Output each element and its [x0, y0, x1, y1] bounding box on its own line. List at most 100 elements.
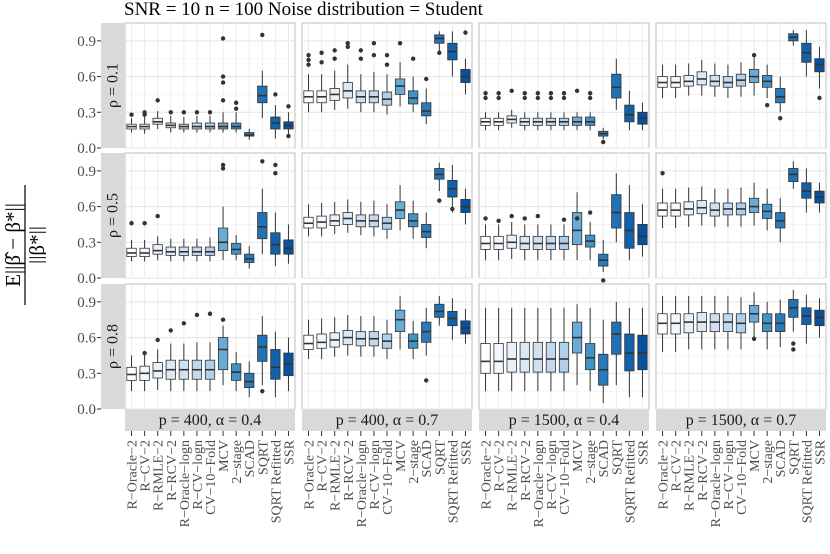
outlier-point: [791, 341, 796, 346]
x-tick-label: R−RMLE−2: [329, 440, 344, 511]
box-10: [611, 194, 622, 229]
x-tick-label: MCV: [748, 440, 763, 472]
outlier-point: [384, 52, 390, 58]
outlier-point: [817, 95, 822, 101]
outlier-point: [260, 159, 265, 164]
outlier-point: [535, 91, 541, 96]
outlier-point: [220, 317, 226, 322]
panel-r0-c2: [478, 22, 650, 149]
col-strip-1: [302, 407, 472, 431]
outlier-point: [509, 88, 514, 94]
y-tick-label: 0.0: [77, 271, 96, 287]
outlier-point: [306, 57, 311, 63]
x-tick-label: 2−stage: [761, 440, 776, 484]
box-12: [637, 224, 648, 246]
x-tick-label: SSR: [459, 439, 474, 465]
x-tick-label: SQRT: [433, 440, 448, 475]
y-tick-label: 0.9: [77, 295, 96, 311]
outlier-point: [306, 62, 311, 67]
box-7: [394, 309, 406, 333]
outlier-point: [561, 217, 567, 222]
box-1: [316, 333, 327, 349]
x-tick-label: SCAD: [597, 440, 612, 477]
outlier-point: [496, 91, 501, 96]
box-2: [506, 341, 517, 373]
box-0: [303, 334, 314, 350]
x-tick-label: R−CV−2: [670, 440, 685, 492]
panel-r2-c3: [655, 283, 827, 410]
x-tick-label: 2−stage: [584, 440, 599, 484]
outlier-point: [142, 221, 147, 226]
outlier-point: [424, 378, 429, 383]
x-tick-label: R−CV−2: [139, 440, 154, 492]
x-tick-label: MCV: [217, 440, 232, 472]
y-tick-label: 0.3: [77, 235, 96, 251]
panel-r0-c0: [124, 22, 296, 149]
x-tick-label: SCAD: [420, 440, 435, 477]
x-tick-label: SQRT Refitted: [446, 440, 461, 523]
outlier-point: [286, 133, 291, 139]
y-tick-label: 0.9: [77, 164, 96, 180]
chart-title: SNR = 10 n = 100 Noise distribution = St…: [124, 0, 483, 20]
x-tick-label: R−RCV−2: [696, 440, 711, 501]
box-10: [257, 212, 268, 240]
box-9: [775, 88, 786, 104]
panel-r2-c2: [478, 278, 650, 410]
x-tick-label: CV−10−Fold: [735, 440, 750, 515]
outlier-point: [155, 98, 160, 103]
outlier-point: [220, 36, 226, 41]
outlier-point: [260, 32, 265, 38]
panel-r0-c1: [301, 22, 473, 149]
col-strip-2: [479, 407, 649, 431]
outlier-point: [751, 336, 757, 341]
x-tick-label: R−RMLE−2: [683, 440, 698, 511]
x-tick-label: CV−10−Fold: [558, 440, 573, 515]
box-5: [545, 341, 557, 373]
x-tick-label: R−Oracle−logn: [178, 440, 193, 527]
col-strip-label-2: p = 1500, α = 0.4: [509, 412, 619, 429]
outlier-point: [332, 56, 337, 61]
x-tick-label: R−Oracle−2: [126, 440, 141, 509]
outlier-point: [437, 198, 442, 203]
outlier-point: [483, 216, 488, 221]
col-strip-label-1: p = 400, α = 0.7: [336, 412, 438, 429]
box-10: [257, 85, 268, 104]
x-tick-label: SSR: [282, 439, 297, 465]
outlier-point: [574, 216, 580, 221]
outlier-point: [129, 112, 134, 117]
panel-r0-c3: [655, 22, 827, 149]
y-tick-label: 0.3: [77, 105, 96, 121]
outlier-point: [273, 92, 278, 97]
outlier-point: [155, 337, 160, 343]
box-10: [611, 321, 622, 355]
panel-r1-c0: [124, 152, 296, 279]
outlier-point: [561, 91, 567, 96]
outlier-point: [791, 347, 796, 352]
box-7: [217, 337, 229, 371]
x-tick-label: SQRT Refitted: [800, 440, 815, 523]
box-6: [558, 341, 570, 373]
outlier-point: [168, 328, 173, 333]
outlier-point: [424, 76, 429, 82]
x-tick-label: R−CV−2: [493, 440, 508, 492]
y-tick-label: 0.0: [77, 402, 96, 418]
x-tick-label: R−CV−logn: [368, 440, 383, 509]
outlier-point: [463, 30, 468, 35]
x-tick-label: CV−10−Fold: [381, 440, 396, 515]
outlier-point: [345, 41, 350, 46]
x-tick-label: SQRT: [610, 440, 625, 475]
box-11: [624, 104, 635, 123]
box-7: [217, 227, 229, 252]
y-label-numerator: E||β̂ − β*||: [4, 203, 25, 287]
x-tick-label: R−Oracle−2: [480, 440, 495, 509]
col-strip-0: [125, 407, 295, 431]
x-tick-label: SQRT: [787, 440, 802, 475]
outlier-point: [207, 110, 213, 115]
outlier-point: [660, 171, 665, 176]
row-strip-label-0: ρ = 0.1: [105, 63, 122, 108]
row-strip-2: [101, 284, 124, 409]
x-tick-label: MCV: [394, 440, 409, 472]
outlier-point: [601, 139, 606, 145]
panel-r1-c2: [478, 152, 650, 279]
outlier-point: [332, 48, 337, 53]
